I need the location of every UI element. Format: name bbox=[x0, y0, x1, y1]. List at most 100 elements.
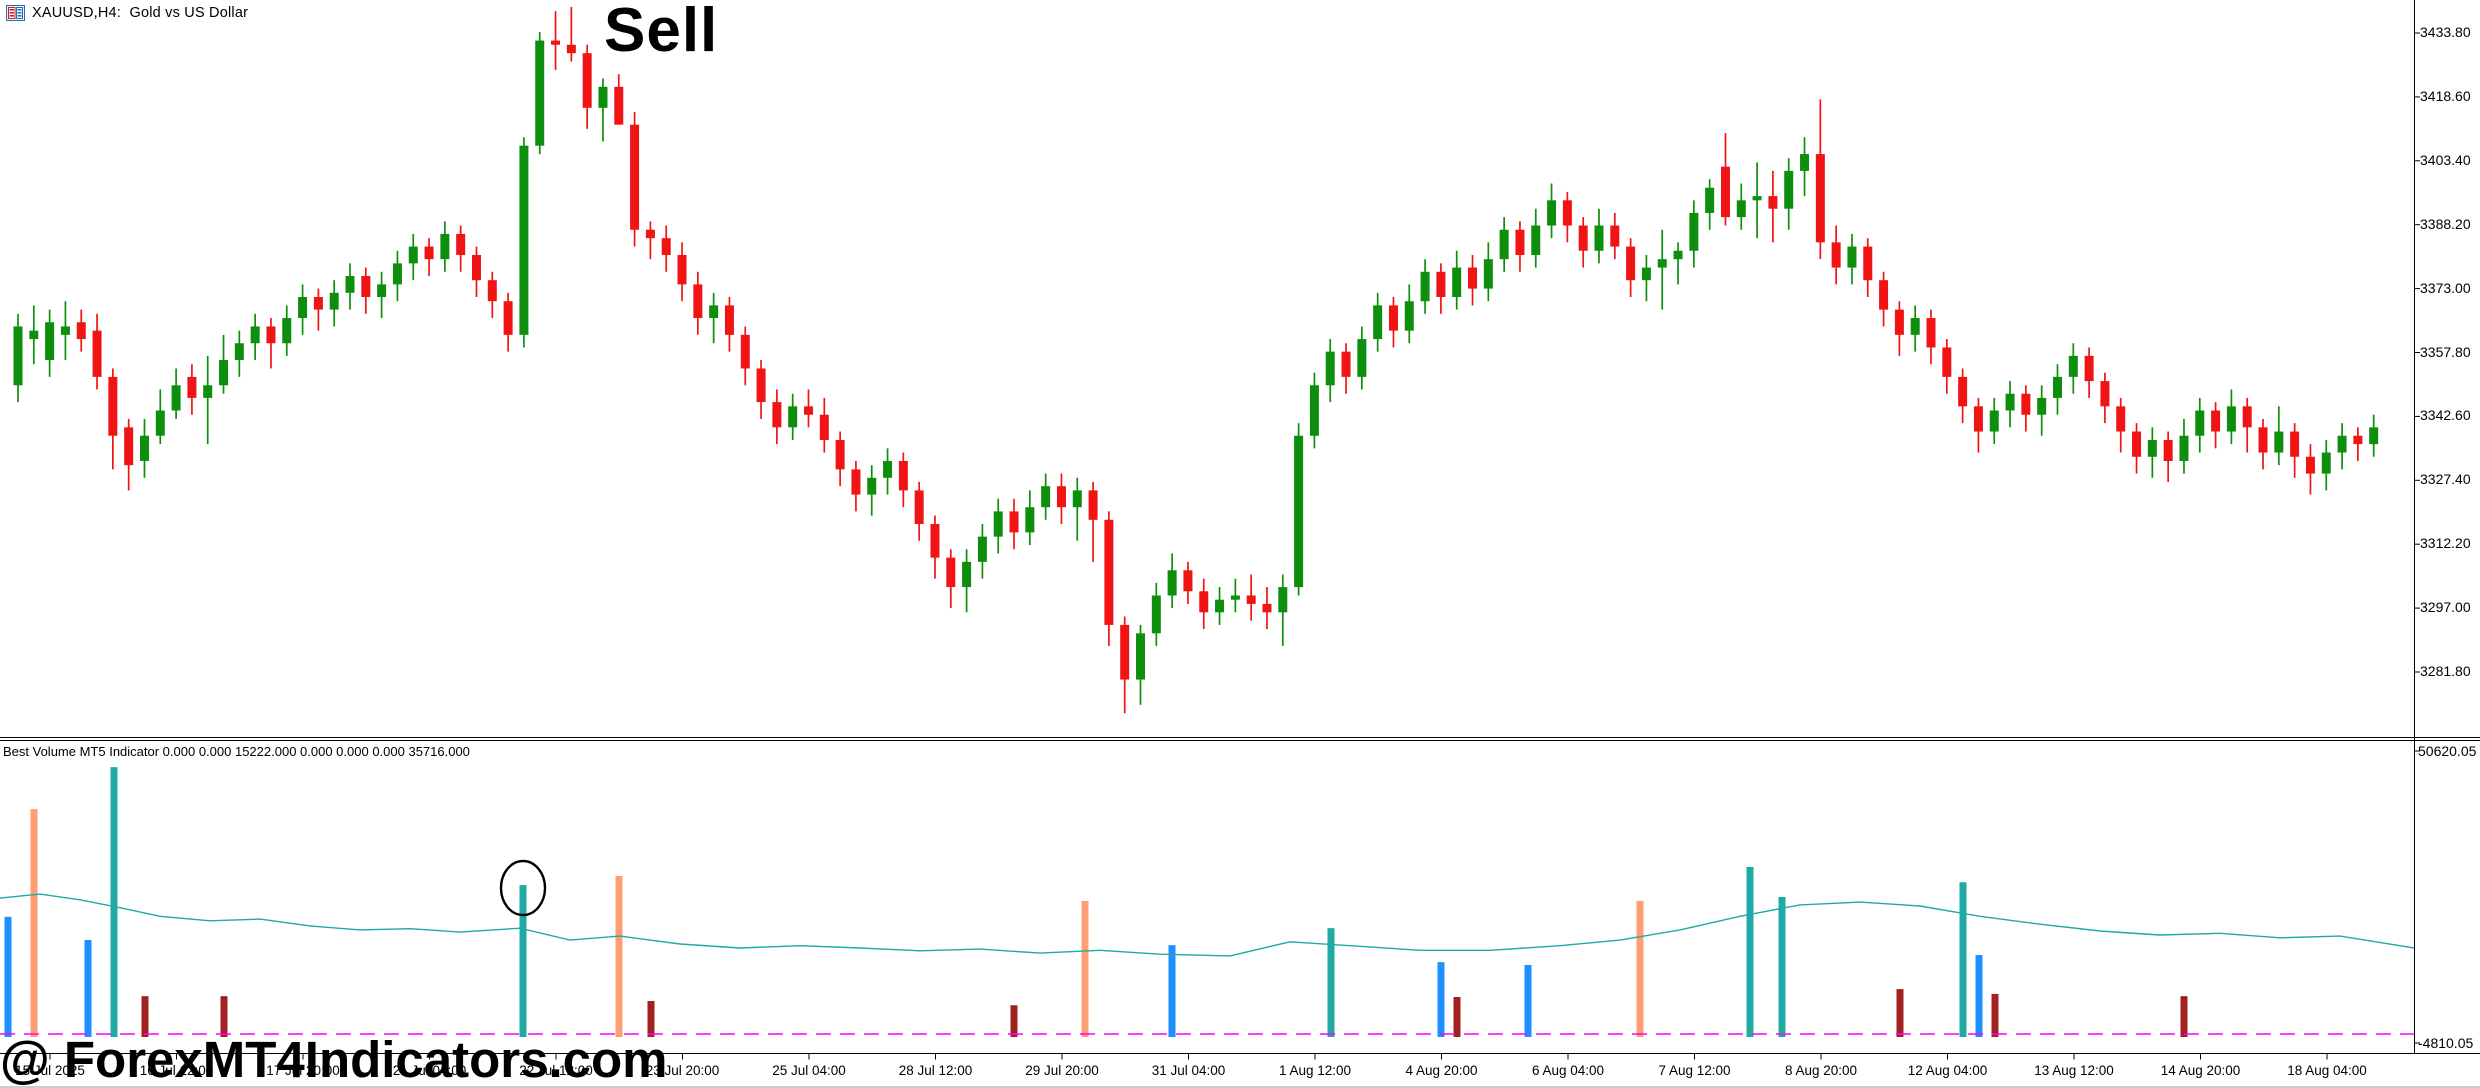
volume-bar bbox=[1959, 882, 1967, 1037]
candle-body bbox=[1641, 267, 1651, 281]
candle-body bbox=[2369, 427, 2379, 445]
price-axis-label: 3357.80 bbox=[2420, 343, 2471, 360]
candle-body bbox=[883, 460, 893, 478]
candle-body bbox=[329, 292, 339, 310]
time-axis-label: 16 Jul 12:00 bbox=[139, 1063, 214, 1078]
candle-body bbox=[1847, 246, 1857, 268]
candle-body bbox=[1199, 591, 1209, 613]
volume-bar bbox=[2180, 996, 2188, 1037]
candle-body bbox=[630, 124, 640, 230]
candle-body bbox=[282, 318, 292, 344]
volume-bar bbox=[647, 1001, 655, 1037]
candle-body bbox=[1167, 570, 1177, 596]
candle-body bbox=[1578, 225, 1588, 251]
candle-body bbox=[1072, 490, 1082, 508]
chart-title-description: Gold vs US Dollar bbox=[129, 5, 249, 21]
candle-body bbox=[2274, 431, 2284, 453]
candle-body bbox=[1468, 267, 1478, 289]
candle-body bbox=[155, 410, 165, 436]
candle-body bbox=[1025, 507, 1035, 533]
time-axis-label: 23 Jul 20:00 bbox=[645, 1063, 720, 1078]
chart-title: XAUUSD,H4: Gold vs US Dollar bbox=[32, 5, 248, 21]
candle-body bbox=[1483, 259, 1493, 289]
candle-body bbox=[1515, 229, 1525, 255]
indicator-scale-min: -4810.05 bbox=[2418, 1035, 2474, 1051]
candle-body bbox=[1388, 305, 1398, 331]
candle-body bbox=[2242, 406, 2252, 428]
candle-body bbox=[977, 536, 987, 562]
candle-body bbox=[187, 376, 197, 398]
candle-body bbox=[1594, 225, 1604, 251]
volume-bar bbox=[4, 916, 12, 1037]
candle-body bbox=[2005, 393, 2015, 411]
candle-body bbox=[503, 301, 513, 335]
chart-icon bbox=[6, 5, 25, 21]
volume-bar bbox=[1010, 1005, 1018, 1037]
candle-body bbox=[92, 330, 102, 377]
price-axis-label: 3403.40 bbox=[2420, 151, 2471, 168]
candle-body bbox=[1831, 242, 1841, 268]
candle-body bbox=[1104, 519, 1114, 625]
candle-body bbox=[1373, 305, 1383, 340]
candle-body bbox=[139, 435, 149, 461]
candle-body bbox=[2290, 431, 2300, 457]
candle-body bbox=[772, 402, 782, 428]
candle-body bbox=[377, 284, 387, 298]
candle-body bbox=[2179, 435, 2189, 461]
candle-body bbox=[898, 460, 908, 491]
candle-body bbox=[946, 557, 956, 588]
candle-body bbox=[1720, 166, 1730, 218]
candle-body bbox=[1942, 347, 1952, 377]
candle-body bbox=[1973, 406, 1983, 432]
candle-body bbox=[740, 334, 750, 369]
candle-body bbox=[2068, 355, 2078, 377]
volume-bar bbox=[1975, 955, 1983, 1037]
candle-body bbox=[819, 414, 829, 440]
volume-bar bbox=[1746, 866, 1754, 1037]
candle-body bbox=[392, 263, 402, 285]
candle-body bbox=[234, 343, 244, 361]
candle-body bbox=[1183, 570, 1193, 592]
candle-body bbox=[535, 40, 545, 146]
volume-bar bbox=[1524, 965, 1532, 1037]
candle-body bbox=[266, 326, 276, 344]
candle-body bbox=[250, 326, 260, 344]
candle-body bbox=[1215, 599, 1225, 613]
price-axis-label: 3327.40 bbox=[2420, 471, 2471, 488]
price-axis-label: 3342.60 bbox=[2420, 407, 2471, 424]
volume-bar bbox=[1991, 993, 1999, 1037]
candle-body bbox=[1531, 225, 1541, 255]
candle-body bbox=[29, 330, 39, 340]
candle-body bbox=[677, 254, 687, 285]
candle-body bbox=[645, 229, 655, 239]
candle-body bbox=[456, 233, 466, 255]
price-axis-label: 3418.60 bbox=[2420, 87, 2471, 104]
price-axis-label: 3281.80 bbox=[2420, 663, 2471, 679]
volume-bar bbox=[1453, 997, 1461, 1037]
candle-body bbox=[2163, 439, 2173, 461]
time-axis-label: 15 Jul 2025 bbox=[15, 1063, 85, 1078]
time-axis-label: 8 Aug 20:00 bbox=[1784, 1063, 1858, 1078]
candle-body bbox=[804, 406, 813, 415]
candle-body bbox=[867, 477, 877, 495]
candle-body bbox=[2100, 381, 2110, 407]
candle-body bbox=[1610, 225, 1620, 247]
candle-body bbox=[1278, 587, 1288, 613]
candle-body bbox=[1562, 200, 1572, 226]
candle-body bbox=[1325, 351, 1335, 386]
candle-body bbox=[1800, 154, 1810, 171]
volume-bar bbox=[615, 876, 623, 1037]
volume-ma-line bbox=[0, 893, 2415, 957]
candle-body bbox=[1136, 633, 1146, 680]
candle-body bbox=[298, 297, 308, 319]
candle-body bbox=[1547, 200, 1557, 226]
volume-bar bbox=[1636, 900, 1644, 1037]
candle-body bbox=[598, 86, 608, 108]
time-axis-label: 12 Aug 04:00 bbox=[1907, 1063, 1988, 1078]
candle-body bbox=[993, 511, 1003, 537]
time-axis-label: 31 Jul 04:00 bbox=[1151, 1063, 1226, 1078]
signal-circle-annotation bbox=[499, 859, 547, 917]
candle-body bbox=[519, 145, 529, 335]
